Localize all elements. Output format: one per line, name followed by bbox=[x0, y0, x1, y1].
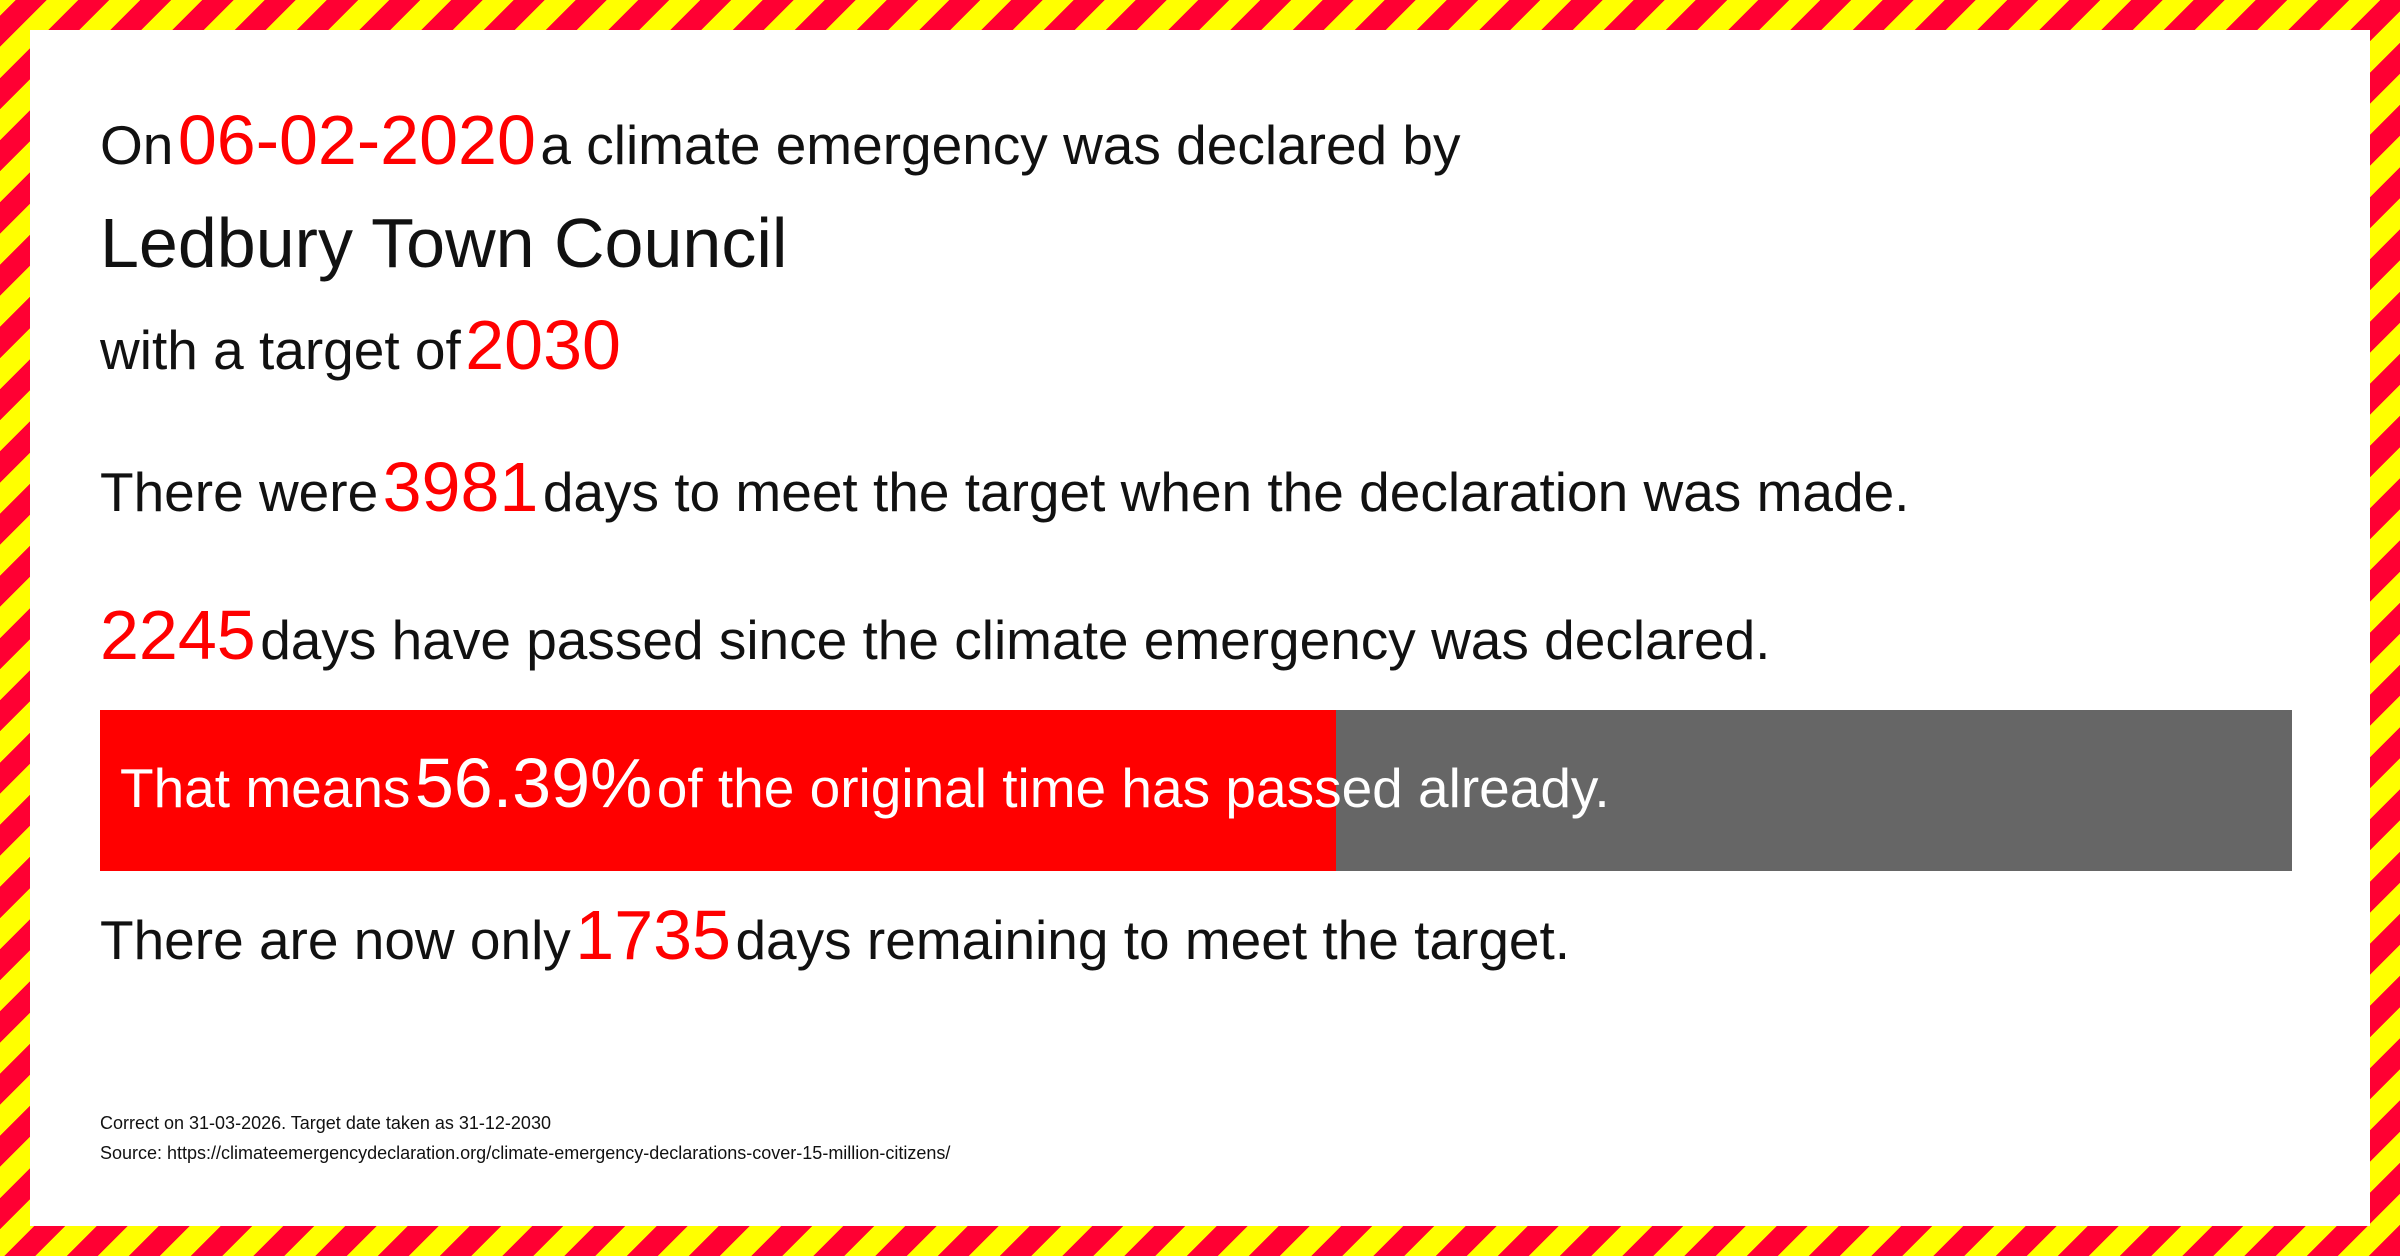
percent-passed: 56.39% bbox=[414, 744, 653, 822]
text: days to meet the target when the declara… bbox=[542, 461, 1910, 523]
council-name: Ledbury Town Council bbox=[100, 204, 788, 282]
text: There are now only bbox=[100, 909, 571, 971]
original-days: 3981 bbox=[382, 448, 539, 526]
days-remaining: 1735 bbox=[575, 896, 731, 974]
target-year: 2030 bbox=[465, 306, 621, 384]
text: On bbox=[100, 114, 174, 176]
original-days-line: There were 3981 days to meet the target … bbox=[100, 452, 1909, 522]
text: a climate emergency was declared by bbox=[540, 114, 1461, 176]
text: of the original time has passed already. bbox=[656, 757, 1610, 819]
text: That means bbox=[120, 757, 411, 819]
correct-note: Correct on 31-03-2026. Target date taken… bbox=[100, 1113, 551, 1133]
text: days have passed since the climate emerg… bbox=[260, 609, 1771, 671]
days-remaining-line: There are now only 1735 days remaining t… bbox=[100, 900, 1570, 970]
text: There were bbox=[100, 461, 379, 523]
declaration-card bbox=[30, 30, 2370, 1226]
text: days remaining to meet the target. bbox=[735, 909, 1571, 971]
progress-bar: That means 56.39% of the original time h… bbox=[100, 710, 2292, 871]
progress-text: That means 56.39% of the original time h… bbox=[120, 748, 1610, 818]
source-note: Source: https://climateemergencydeclarat… bbox=[100, 1143, 951, 1163]
text: with a target of bbox=[100, 319, 461, 381]
progress-fill bbox=[100, 710, 1337, 871]
declaration-date: 06-02-2020 bbox=[177, 101, 536, 179]
declaration-date-line: On 06-02-2020 a climate emergency was de… bbox=[100, 105, 1461, 175]
days-passed: 2245 bbox=[100, 596, 256, 674]
target-line: with a target of 2030 bbox=[100, 310, 621, 380]
days-passed-line: 2245 days have passed since the climate … bbox=[100, 600, 1770, 670]
